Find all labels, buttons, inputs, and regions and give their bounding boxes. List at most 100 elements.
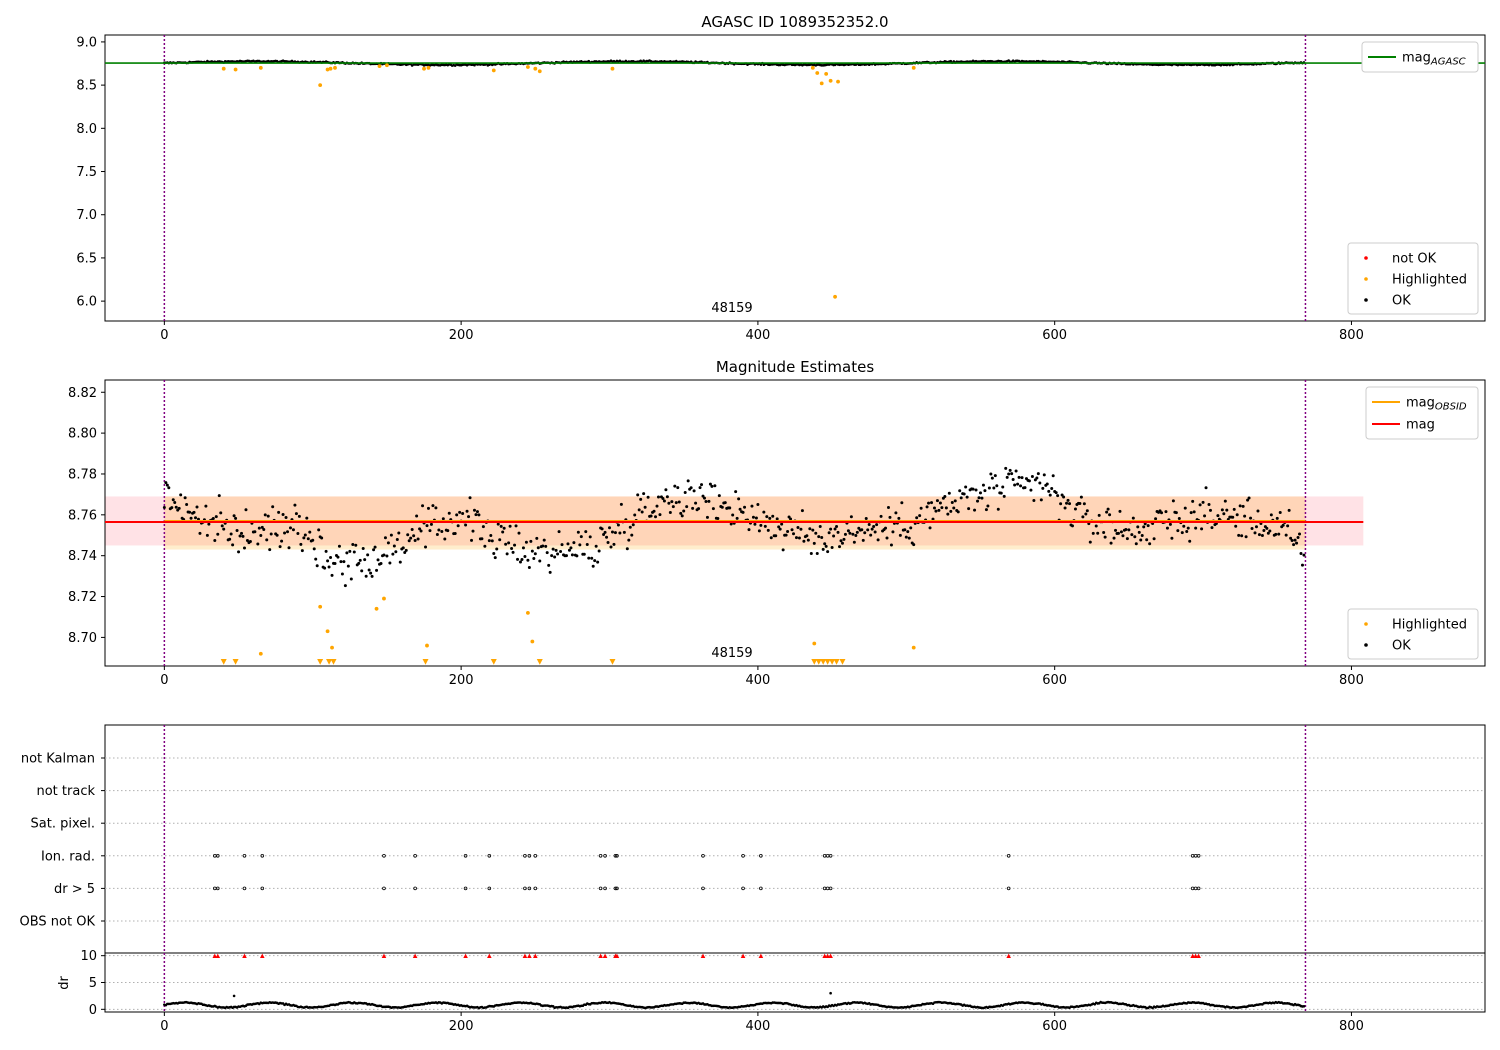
panel2-ok-point bbox=[978, 491, 982, 495]
panel2-ok-point bbox=[775, 517, 779, 521]
panel2-ok-point bbox=[950, 501, 954, 505]
panel2-ok-point bbox=[1045, 482, 1049, 486]
panel2-ok-point bbox=[1146, 524, 1150, 528]
panel2-ok-point bbox=[992, 486, 996, 490]
panel2-ok-point bbox=[894, 511, 898, 515]
panel2-ok-point bbox=[346, 564, 350, 568]
panel3-plot-area: not Kalman not track Sat. pixel. Ion. rad. d… bbox=[20, 724, 1486, 954]
panel3-flag-point bbox=[1196, 853, 1201, 858]
panel2-ok-point bbox=[1191, 499, 1195, 503]
panel2-ok-point bbox=[578, 543, 582, 547]
panel2-ok-point bbox=[1133, 535, 1137, 539]
panel2-ok-point bbox=[265, 538, 269, 542]
panel2-ok-point bbox=[593, 559, 597, 563]
panel2-ok-point bbox=[915, 516, 919, 520]
panel2-point-legend bbox=[1347, 608, 1479, 660]
panel2-ok-point bbox=[1130, 533, 1134, 537]
panel2-ok-point bbox=[352, 550, 356, 554]
panel2-ok-point bbox=[777, 525, 781, 529]
panel2-ok-point bbox=[967, 507, 971, 511]
panel2-ok-point bbox=[947, 491, 951, 495]
panel2-ok-point bbox=[1142, 525, 1146, 529]
panel2-ok-point bbox=[260, 525, 264, 529]
panel2-ok-point bbox=[490, 539, 494, 543]
panel2-ok-point bbox=[204, 504, 208, 508]
panel2-ok-point bbox=[1148, 542, 1152, 546]
panel2-ok-point bbox=[1059, 502, 1063, 506]
panel2-ok-point bbox=[636, 493, 640, 497]
panel2-ok-point bbox=[311, 538, 315, 542]
panel1-highlighted-point bbox=[426, 65, 431, 70]
panel2-ok-point bbox=[846, 529, 850, 533]
panel2-ok-point bbox=[1290, 539, 1294, 543]
panel2-ok-point bbox=[1063, 506, 1067, 510]
panel2-ok-point bbox=[441, 517, 445, 521]
panel2-ok-point bbox=[677, 500, 681, 504]
panel2-ok-point bbox=[389, 533, 393, 537]
panel2-highlighted-offscale-marker bbox=[330, 659, 337, 665]
panel2-ok-point bbox=[551, 547, 555, 551]
panel2-ok-point bbox=[326, 559, 330, 563]
panel2-ok-point bbox=[1047, 489, 1051, 493]
panel2-ok-point bbox=[1281, 523, 1285, 527]
panel2-ok-point bbox=[596, 560, 600, 564]
panel2-ok-point bbox=[1145, 538, 1149, 542]
panel2-ok-point bbox=[174, 505, 178, 509]
panel2-ok-point bbox=[879, 514, 883, 518]
panel2-ok-point bbox=[631, 523, 635, 527]
panel1-highlighted-point bbox=[325, 67, 330, 72]
panel2-ok-point bbox=[385, 554, 389, 558]
panel2-plot-area: 0 200 400 600 800 8.70 8.72 8.74 8.76 8.78 8.80 8.8… bbox=[68, 379, 1486, 688]
panel2-ok-point bbox=[162, 506, 166, 510]
panel2-ok-point bbox=[413, 539, 417, 543]
panel4-dr-over-limit-marker bbox=[527, 953, 532, 958]
panel2-ok-point bbox=[934, 509, 938, 513]
panel2-ok-point bbox=[179, 493, 183, 497]
panel3-flag-point bbox=[382, 886, 386, 891]
panel2-ok-point bbox=[1208, 508, 1212, 512]
panel2-ok-point bbox=[1298, 532, 1302, 536]
panel2-ok-point bbox=[266, 514, 270, 518]
panel2-ok-point bbox=[738, 507, 742, 511]
panel2-highlighted-offscale-marker bbox=[811, 659, 818, 665]
panel2-ok-point bbox=[308, 530, 312, 534]
panel2-line-legend bbox=[1365, 386, 1479, 440]
panel2-ok-point bbox=[1019, 484, 1023, 488]
panel2-ok-point bbox=[1136, 525, 1140, 529]
panel2-ok-point bbox=[376, 558, 380, 562]
panel2-ok-point bbox=[918, 514, 922, 518]
panel2-ok-point bbox=[1010, 472, 1014, 476]
panel4-plot-area: 0 200 400 600 800 0 5 10 bbox=[80, 949, 1486, 1034]
panel2-ok-point bbox=[1097, 513, 1101, 517]
panel2-ok-point bbox=[514, 524, 518, 528]
panel1-xtick-label: 800 bbox=[1339, 328, 1364, 343]
panel2-ok-point bbox=[594, 544, 598, 548]
flags-panel: not Kalman not track Sat. pixel. Ion. rad. d… bbox=[20, 724, 1486, 954]
panel2-ok-point bbox=[627, 538, 631, 542]
panel2-ok-point bbox=[317, 528, 321, 532]
panel2-ok-point bbox=[211, 517, 215, 521]
panel2-ok-point bbox=[579, 535, 583, 539]
panel2-ok-point bbox=[965, 495, 969, 499]
panel2-ok-point bbox=[336, 555, 340, 559]
panel2-ok-point bbox=[545, 551, 549, 555]
panel2-ok-point bbox=[1168, 522, 1172, 526]
panel2-ok-point bbox=[440, 530, 444, 534]
panel2-ok-point bbox=[1176, 529, 1180, 533]
panel4-xtick-label: 400 bbox=[745, 1019, 770, 1034]
panel2-ok-point bbox=[606, 540, 610, 544]
panel2-ok-point bbox=[560, 543, 564, 547]
panel2-ok-point bbox=[935, 499, 939, 503]
panel4-dr-over-limit-marker bbox=[822, 953, 827, 958]
panel2-highlighted-offscale-marker bbox=[326, 659, 333, 665]
panel2-ok-point bbox=[167, 486, 171, 490]
panel2-ok-point bbox=[544, 544, 548, 548]
panel2-ok-point bbox=[1096, 531, 1100, 535]
panel2-ok-point bbox=[465, 509, 469, 513]
panel2-ok-point bbox=[826, 550, 830, 554]
panel2-ok-point bbox=[517, 531, 521, 535]
panel1-frame bbox=[104, 34, 1486, 322]
panel2-ok-point bbox=[550, 554, 554, 558]
panel4-dr-over-limit-marker bbox=[828, 953, 833, 958]
